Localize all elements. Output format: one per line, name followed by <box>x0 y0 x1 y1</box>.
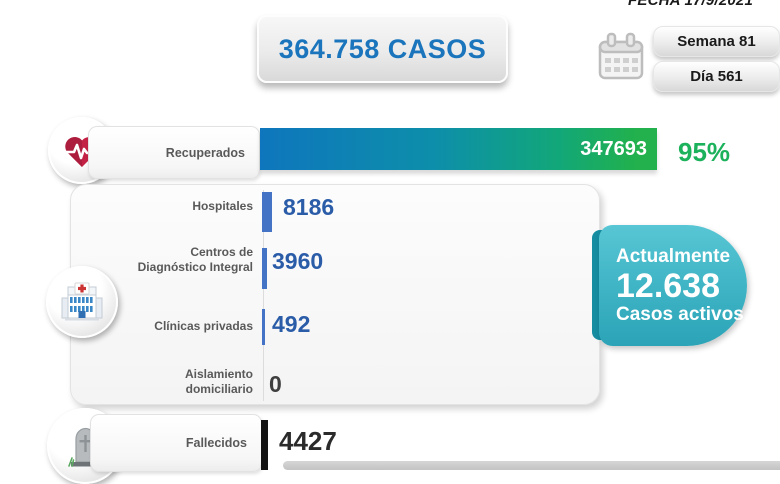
fecha-text: FECHA 17/9/2021 <box>628 0 754 9</box>
row-label-aislamiento: Aislamiento domiciliario <box>184 367 253 396</box>
row-label-hospitales: Hospitales <box>192 199 253 213</box>
activos-line2: Casos activos <box>616 303 744 325</box>
dia-badge: Día 561 <box>653 61 780 92</box>
bar-axis-line <box>263 190 264 401</box>
recuperados-percent: 95% <box>678 137 731 167</box>
bar-cdi <box>262 248 267 289</box>
value-aislamiento: 0 <box>269 371 282 397</box>
row-label-cdi: Centros de Diagnóstico Integral <box>137 245 253 274</box>
total-casos-box: 364.758 CASOS <box>257 15 508 83</box>
bar-clinicas <box>262 309 265 345</box>
activos-line1: Actualmente <box>616 245 731 267</box>
fallecidos-value: 4427 <box>279 426 337 456</box>
row-label-clinicas: Clínicas privadas <box>154 319 253 333</box>
recuperados-value: 347693 <box>580 137 647 160</box>
hospitalization-panel: Hospitales 8186 Centros de Diagnóstico In… <box>70 184 600 405</box>
recuperados-label: Recuperados <box>88 126 260 179</box>
casos-activos-box: Actualmente 12.638 Casos activos <box>599 225 747 346</box>
bar-hospitales <box>262 192 272 232</box>
value-cdi: 3960 <box>272 248 324 274</box>
calendar-icon <box>598 32 644 80</box>
bottom-strip <box>283 461 780 470</box>
value-hospitales: 8186 <box>283 194 335 220</box>
recuperados-bar: 347693 <box>260 128 657 170</box>
value-clinicas: 492 <box>272 311 311 337</box>
semana-badge: Semana 81 <box>653 26 780 57</box>
activos-value: 12.638 <box>616 266 720 305</box>
hospital-icon <box>46 266 118 338</box>
fallecidos-bar <box>261 420 268 470</box>
fallecidos-label: Fallecidos <box>90 414 262 472</box>
